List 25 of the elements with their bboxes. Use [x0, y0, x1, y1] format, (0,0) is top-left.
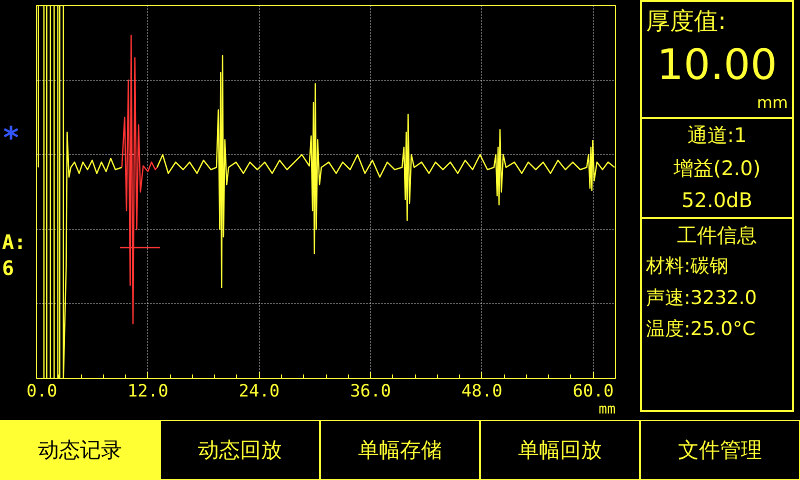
text: 工件信息 [676, 222, 758, 249]
x-tick-label: 48.0 [461, 382, 502, 402]
x-axis-title: mm [598, 402, 616, 418]
text: 声速:3232.0 [645, 286, 758, 311]
text: 材料:碳钢 [645, 254, 730, 280]
text: * [2, 120, 20, 158]
text: 温度:25.0°C [645, 316, 756, 342]
text: 动态回放 [160, 420, 320, 480]
text: 通道:1 [686, 122, 748, 150]
text: 厚度值: [645, 6, 728, 37]
x-tick-label: 60.0 [572, 382, 614, 402]
text: 单幅回放 [480, 420, 640, 480]
x-tick-label: 0.0 [26, 382, 58, 402]
text: 单幅存储 [320, 420, 480, 480]
text: 52.0dB [642, 184, 792, 219]
text: 增益(2.0) [672, 154, 762, 182]
text: 文件管理 [640, 420, 800, 480]
x-tick-label: 36.0 [350, 382, 392, 402]
text: 6 [2, 255, 14, 282]
x-tick-label: 12.0 [127, 382, 168, 402]
text: 动态记录 [0, 420, 160, 480]
text: A: [2, 229, 26, 256]
text: 10.00 [656, 40, 778, 90]
text: mm [642, 90, 792, 120]
x-tick-label: 24.0 [238, 382, 280, 402]
